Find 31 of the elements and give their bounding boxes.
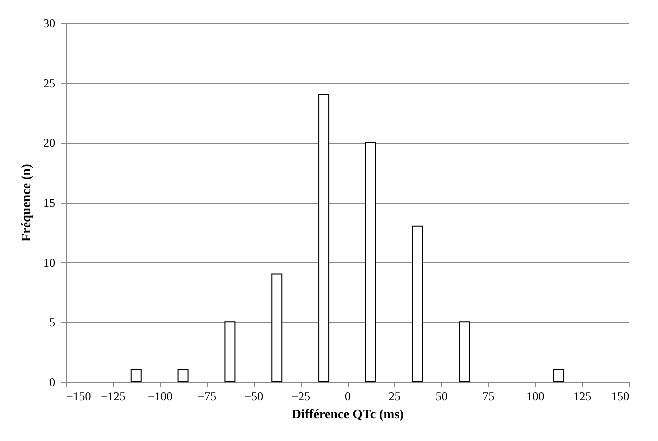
x-tick-label: 50 bbox=[436, 390, 448, 404]
x-tick-label: −125 bbox=[101, 390, 126, 404]
bar bbox=[272, 274, 283, 382]
y-tick-label: 25 bbox=[44, 76, 56, 90]
x-tick-label: −150 bbox=[66, 390, 92, 404]
x-tick-label: 125 bbox=[574, 390, 592, 404]
y-tick-label: 20 bbox=[44, 136, 56, 150]
bar bbox=[318, 94, 330, 382]
bar bbox=[553, 370, 564, 382]
x-axis-title: Différence QTc (ms) bbox=[292, 406, 404, 422]
bar bbox=[459, 322, 470, 382]
bar bbox=[224, 322, 236, 382]
x-tick-label: 75 bbox=[482, 390, 495, 404]
x-tick-label: −25 bbox=[292, 390, 310, 404]
x-tick-label: 100 bbox=[526, 390, 545, 404]
x-tick-label: −100 bbox=[148, 390, 173, 404]
y-axis-title: Fréquence (n) bbox=[18, 164, 34, 242]
bar bbox=[365, 142, 376, 382]
bar bbox=[178, 370, 189, 382]
bar bbox=[412, 226, 424, 382]
x-tick-label: −50 bbox=[244, 390, 264, 404]
bar bbox=[130, 370, 142, 382]
y-tick-label: 30 bbox=[44, 16, 56, 30]
y-tick-label: 5 bbox=[50, 316, 56, 330]
x-tick-label: −75 bbox=[198, 390, 217, 404]
x-tick-label: 0 bbox=[345, 390, 351, 404]
y-tick-label: 0 bbox=[50, 376, 56, 390]
x-tick-label: 25 bbox=[388, 390, 401, 404]
y-tick-label: 10 bbox=[44, 256, 56, 270]
x-tick-label: 150 bbox=[612, 390, 630, 404]
y-tick-label: 15 bbox=[44, 196, 56, 210]
